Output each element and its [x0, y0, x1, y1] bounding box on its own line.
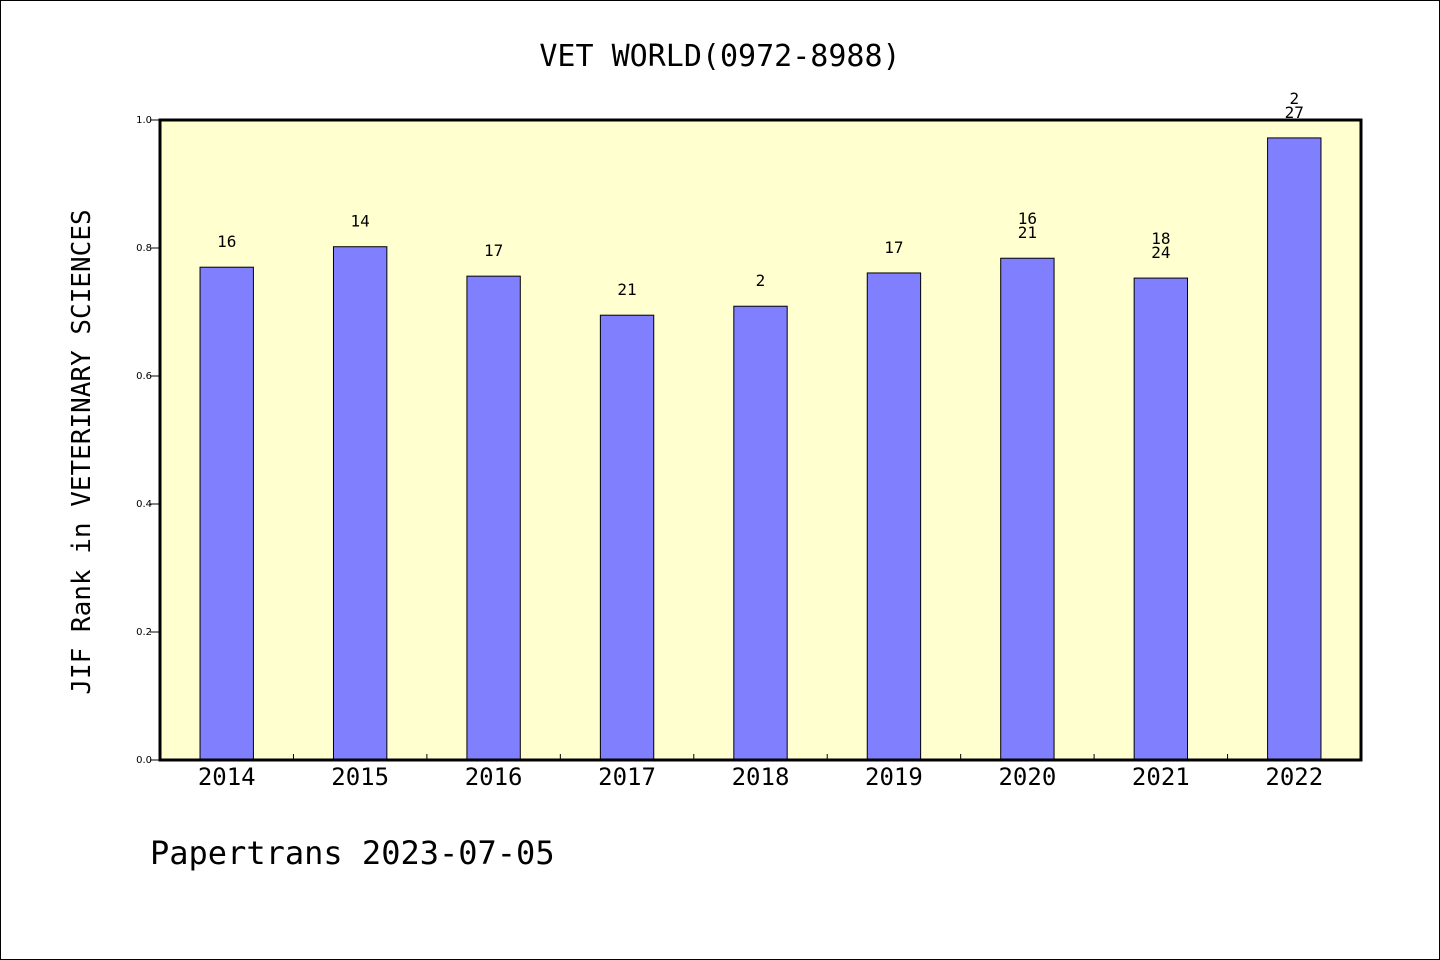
x-tick-label-2017: 2017: [598, 763, 656, 791]
x-tick-label-2022: 2022: [1265, 763, 1323, 791]
plot-border: [158, 118, 1363, 762]
data-label-2020-2: 21: [1018, 223, 1037, 242]
data-label-2020-1: 16: [1018, 209, 1037, 228]
bar-2018: [733, 305, 788, 761]
bar-2019: [866, 272, 922, 761]
axes-layer: 2014 2015 2016 2017 2018 2019 2020 2021 2022 0.0 0…: [136, 115, 1323, 791]
y-tick-label-0.4: 0.4: [136, 499, 152, 510]
bar-2020: [1000, 257, 1055, 761]
bar-2014: [199, 266, 254, 761]
y-axis-label: JIF Rank in VETERINARY SCIENCES: [67, 209, 97, 694]
data-label-2017-1: 21: [617, 280, 636, 299]
data-label-2022-1: 2: [1289, 89, 1299, 108]
bar-2022: [1267, 137, 1322, 761]
x-tick-label-2014: 2014: [198, 763, 256, 791]
bar-2015: [332, 246, 388, 761]
x-tick-label-2020: 2020: [998, 763, 1056, 791]
y-tick-label-0.6: 0.6: [136, 371, 152, 382]
bar-2021: [1133, 277, 1189, 761]
x-tick-label-2018: 2018: [732, 763, 790, 791]
data-label-2019-1: 17: [884, 238, 903, 257]
data-label-2016-1: 17: [484, 241, 503, 260]
data-label-2021-1: 18: [1151, 229, 1170, 248]
y-tick-label-0.2: 0.2: [136, 627, 152, 638]
bar-2017: [599, 314, 655, 761]
data-label-2015-1: 14: [351, 212, 370, 231]
bar-2016: [466, 275, 521, 761]
x-tick-label-2016: 2016: [465, 763, 523, 791]
data-label-2021-2: 24: [1151, 243, 1170, 262]
data-label-2018-1: 2: [756, 271, 766, 290]
x-tick-label-2021: 2021: [1132, 763, 1190, 791]
y-tick-label-1.0: 1.0: [136, 115, 152, 126]
y-tick-label-0.0: 0.0: [136, 755, 152, 766]
data-label-2022-2: 27: [1285, 103, 1304, 122]
data-label-2014-1: 16: [217, 232, 236, 251]
y-tick-label-0.8: 0.8: [136, 243, 152, 254]
x-tick-label-2019: 2019: [865, 763, 923, 791]
footer-text: Papertrans 2023-07-05: [150, 834, 555, 872]
chart-title: VET WORLD(0972-8988): [539, 39, 900, 74]
x-tick-label-2015: 2015: [331, 763, 389, 791]
